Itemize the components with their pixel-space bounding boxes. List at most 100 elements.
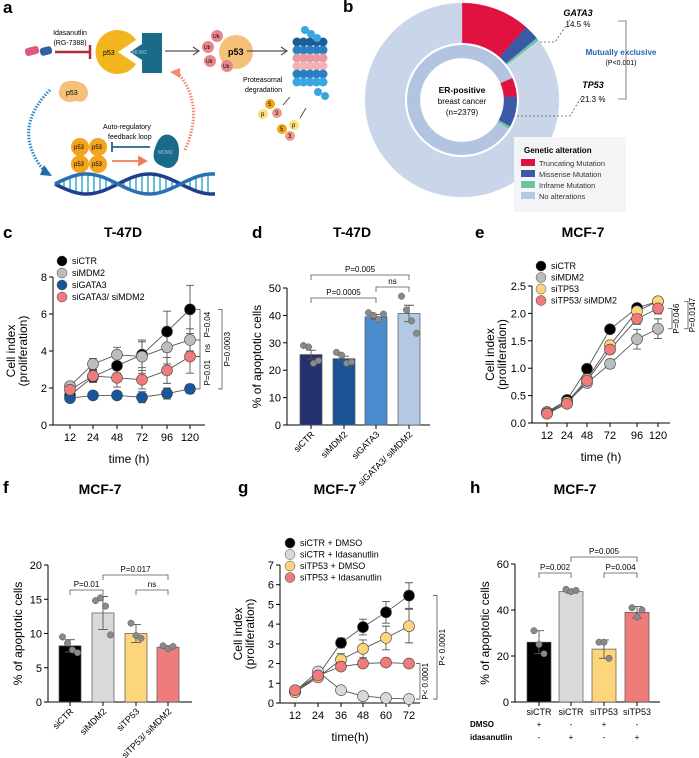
y-tick-label: 2 xyxy=(268,659,274,671)
panel-a-schematic: Idasanutlin (RG-7388) p53 MDM2 p53 Ub Ub… xyxy=(24,26,329,196)
ub-label: Ub xyxy=(213,34,220,40)
legend-label: siCTR xyxy=(72,256,97,266)
significance-bracket xyxy=(135,589,169,595)
data-point xyxy=(652,322,664,335)
replicate-point xyxy=(633,613,641,621)
p53-unit xyxy=(89,138,107,156)
significance-bracket xyxy=(684,300,689,330)
ub-tags: Ub Ub Ub Ub xyxy=(202,30,233,72)
data-point xyxy=(87,370,99,382)
data-point xyxy=(403,589,415,602)
replicate-point xyxy=(605,654,613,662)
data-point xyxy=(604,358,616,370)
fragment xyxy=(277,124,287,134)
y-axis-label: Cell index xyxy=(231,608,245,661)
x-tick-label: 96 xyxy=(631,430,643,442)
replicate-point xyxy=(572,587,580,594)
proteasome-subunit xyxy=(305,69,315,79)
treatment-label: DMSO xyxy=(470,720,494,729)
dna-strand xyxy=(54,172,216,196)
fragment-label: 5 xyxy=(280,127,284,133)
proteasome-subunit xyxy=(299,77,308,87)
proteasome-subunit xyxy=(312,45,321,55)
fragment-label: 5 xyxy=(268,102,272,108)
x-tick-label: 12 xyxy=(289,710,301,722)
proteasome-subunit xyxy=(299,45,308,55)
chart-title: MCF-7 xyxy=(554,481,597,497)
proteasome-subunit xyxy=(312,77,321,87)
data-point xyxy=(111,359,123,372)
x-tick-label: 36 xyxy=(335,710,347,722)
legend-marker xyxy=(284,560,296,572)
proteasome-subunit xyxy=(307,30,315,38)
p53-tetramer: p53 p53 p53 p53 xyxy=(71,138,107,173)
replicate-point xyxy=(413,329,420,337)
feedback-inhibition xyxy=(111,142,150,152)
donut-segment-tp53 xyxy=(406,44,510,156)
legend-label: Missense Mutation xyxy=(539,170,602,179)
data-point xyxy=(335,637,347,649)
replicate-point xyxy=(375,316,382,323)
y-tick-label: 0.5 xyxy=(511,391,526,403)
charts: a b c d e f g h Truncating Mutation Missense Muta… xyxy=(3,0,697,758)
fragment xyxy=(272,108,282,118)
data-point xyxy=(161,341,173,354)
x-tick-label: siCTR xyxy=(527,707,552,717)
treatment-sign: - xyxy=(636,720,639,729)
p-value-label: P< 0.0001 xyxy=(421,662,430,699)
tp53-leader xyxy=(513,95,583,117)
degradation-label-1: Proteasomal xyxy=(243,77,283,84)
y-axis-label: % of apoptotic cells xyxy=(11,582,25,685)
x-tick-label: 120 xyxy=(181,432,199,444)
ring-separator xyxy=(405,43,519,157)
legend-marker xyxy=(284,537,296,549)
bar xyxy=(558,591,584,703)
panel-h-chart: MCF-7 0 20 40 60 % of apoptotic cells siCTR siC… xyxy=(470,481,660,742)
p-value-label: P=0.0003 xyxy=(223,331,232,366)
legend-marker xyxy=(56,255,68,267)
panel-letter-h: h xyxy=(470,478,480,497)
proteasome-subunit xyxy=(301,26,309,34)
x-tick-label: 72 xyxy=(604,430,616,442)
proteasome-subunit xyxy=(318,45,328,55)
x-tick-label: 72 xyxy=(136,432,148,444)
y-tick-label: 1.5 xyxy=(511,336,526,348)
y-tick-label: 0 xyxy=(36,697,42,709)
treatment-sign: + xyxy=(635,733,640,742)
y-tick-label: 0 xyxy=(503,697,509,709)
data-point xyxy=(184,383,196,395)
significance-bracket xyxy=(310,297,377,303)
replicate-point xyxy=(102,602,109,610)
x-tick-label: siTP53 xyxy=(623,707,651,717)
p-value-label: P=0.0147 xyxy=(688,297,697,332)
fragment-label: p xyxy=(261,112,265,118)
p53-unit-label: p53 xyxy=(74,162,85,168)
legend-label: siGATA3 xyxy=(72,280,107,290)
panel-letter-c: c xyxy=(3,223,12,242)
p53-unit-label: p53 xyxy=(74,145,85,151)
p-value-label: P< 0.0001 xyxy=(438,628,447,665)
p53-pacman xyxy=(95,30,136,74)
data-point xyxy=(161,325,173,338)
proteasome-subunit xyxy=(292,61,302,71)
p53-unit xyxy=(89,155,107,173)
x-tick-label: 12 xyxy=(541,430,553,442)
x-tick-label: 72 xyxy=(403,710,415,722)
data-point xyxy=(136,373,148,386)
p53-ub-label: p53 xyxy=(228,47,244,57)
donut-center-n: (n=2379) xyxy=(446,108,479,117)
panel-d-chart: T-47D 0 10 20 30 40 50 % of apoptotic cells siCT… xyxy=(250,224,430,488)
legend-marker xyxy=(56,279,68,291)
treatment-sign: - xyxy=(570,720,573,729)
data-point xyxy=(87,389,99,402)
y-tick-label: 10 xyxy=(269,393,281,405)
replicate-point xyxy=(398,292,405,300)
data-point xyxy=(184,303,196,316)
bar xyxy=(332,358,356,426)
free-p53-label: p53 xyxy=(66,90,78,97)
mdm2-feedback-arrow xyxy=(176,72,195,151)
panel-letter-d: d xyxy=(252,223,262,242)
ub-circle xyxy=(202,41,214,53)
data-point xyxy=(380,692,392,704)
